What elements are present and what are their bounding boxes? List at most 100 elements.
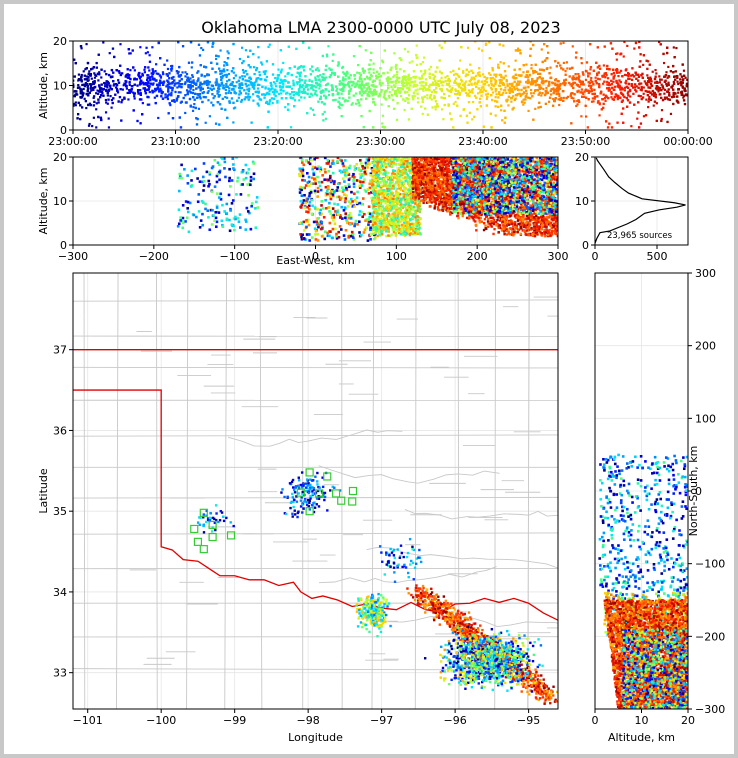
- source-point: [626, 92, 629, 95]
- source-point: [271, 101, 274, 105]
- source-point: [180, 85, 183, 89]
- source-point: [337, 100, 340, 103]
- source-point: [475, 85, 478, 88]
- source-point: [115, 69, 119, 72]
- source-point: [481, 73, 485, 76]
- source-point: [453, 81, 456, 84]
- source-point: [93, 81, 96, 84]
- source-point: [459, 91, 462, 95]
- source-point: [218, 103, 222, 106]
- source-point: [133, 78, 136, 81]
- source-point: [504, 89, 507, 92]
- source-point: [462, 89, 465, 92]
- source-point: [375, 90, 378, 93]
- source-point: [95, 74, 98, 77]
- source-point: [598, 78, 601, 81]
- source-point: [303, 96, 306, 99]
- source-point: [340, 92, 343, 95]
- source-point: [554, 78, 558, 81]
- source-point: [378, 82, 382, 85]
- source-point: [79, 96, 82, 99]
- source-point: [580, 88, 583, 91]
- source-point: [416, 88, 419, 91]
- source-point: [490, 94, 493, 97]
- source-point: [358, 91, 362, 94]
- source-point: [248, 80, 251, 83]
- source-point: [236, 99, 239, 102]
- source-point: [367, 86, 371, 89]
- source-point: [87, 103, 90, 107]
- source-point: [483, 80, 487, 83]
- source-point: [148, 86, 151, 89]
- source-point: [177, 82, 181, 85]
- source-point: [195, 117, 198, 120]
- source-point: [562, 41, 565, 45]
- source-point: [366, 77, 369, 80]
- source-point: [88, 122, 91, 126]
- source-point: [545, 86, 548, 90]
- source-point: [641, 76, 644, 79]
- source-point: [415, 63, 419, 66]
- source-point: [342, 82, 345, 86]
- source-point: [199, 82, 202, 86]
- source-point: [318, 84, 322, 87]
- source-point: [434, 75, 437, 78]
- source-point: [554, 60, 557, 63]
- source-point: [539, 72, 542, 76]
- source-point: [403, 90, 407, 93]
- source-point: [174, 90, 177, 94]
- source-point: [130, 88, 133, 91]
- source-point: [463, 82, 466, 85]
- source-point: [81, 83, 84, 87]
- source-point: [655, 102, 658, 105]
- source-point: [660, 88, 663, 92]
- source-point: [392, 107, 396, 110]
- source-point: [510, 100, 513, 103]
- source-point: [633, 86, 637, 89]
- source-point: [170, 76, 174, 80]
- source-point: [154, 87, 157, 91]
- source-point: [644, 114, 648, 117]
- source-point: [324, 97, 327, 100]
- source-point: [92, 88, 95, 91]
- source-point: [155, 79, 158, 82]
- source-point: [532, 118, 535, 121]
- source-point: [587, 72, 590, 75]
- source-point: [365, 82, 368, 85]
- source-point: [273, 90, 276, 93]
- source-point: [554, 97, 557, 100]
- source-point: [414, 76, 417, 79]
- source-point: [268, 92, 271, 96]
- source-point: [151, 89, 154, 92]
- source-point: [621, 94, 625, 97]
- source-point: [217, 55, 220, 58]
- source-point: [145, 46, 148, 49]
- source-point: [304, 91, 307, 95]
- source-point: [516, 80, 520, 83]
- source-point: [296, 93, 299, 96]
- source-point: [502, 89, 506, 92]
- source-point: [460, 87, 463, 90]
- source-point: [457, 84, 460, 88]
- source-point: [660, 96, 663, 99]
- source-point: [606, 77, 610, 80]
- source-point: [168, 93, 171, 96]
- source-point: [474, 74, 478, 77]
- source-point: [630, 125, 633, 128]
- source-point: [619, 91, 623, 94]
- source-point: [606, 64, 609, 68]
- source-point: [481, 49, 484, 52]
- source-point: [683, 102, 687, 106]
- source-point: [106, 80, 109, 83]
- source-point: [596, 101, 600, 104]
- source-point: [385, 77, 388, 80]
- source-point: [166, 83, 169, 86]
- source-point: [587, 84, 591, 87]
- source-point: [382, 96, 385, 99]
- source-point: [525, 92, 528, 95]
- source-point: [505, 79, 508, 82]
- source-point: [199, 87, 202, 90]
- source-point: [287, 45, 290, 48]
- source-point: [596, 46, 599, 49]
- source-point: [562, 61, 565, 65]
